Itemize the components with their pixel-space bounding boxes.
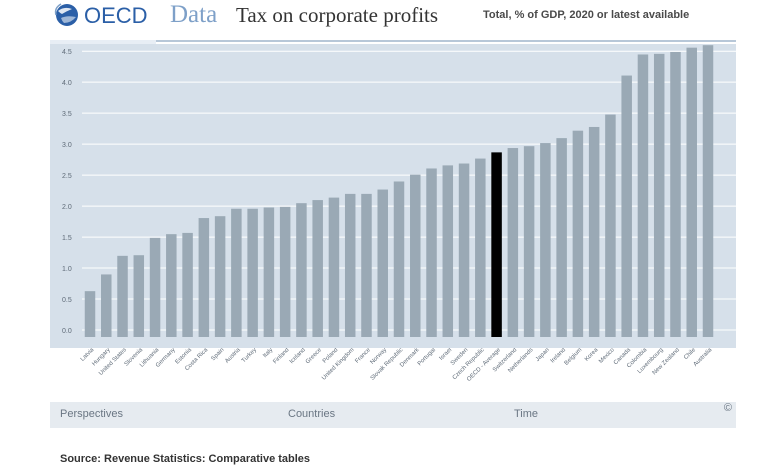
brand-name[interactable]: OECD <box>84 3 148 28</box>
header-tab-highlight <box>50 40 156 44</box>
page-subtitle: Total, % of GDP, 2020 or latest availabl… <box>483 9 690 21</box>
bar[interactable] <box>84 291 96 337</box>
y-tick-label: 4.0 <box>62 80 72 87</box>
x-tick-label: Greece <box>305 348 324 365</box>
bar[interactable] <box>344 193 356 337</box>
chart-panel: 0.0 0.5 1.0 1.5 2.0 2.5 3.0 3.5 4.0 4.5 <box>50 44 736 348</box>
bar[interactable] <box>101 274 112 337</box>
bar[interactable] <box>507 148 519 337</box>
bar[interactable] <box>458 163 470 337</box>
bar[interactable] <box>621 75 632 337</box>
bar[interactable] <box>653 53 665 337</box>
y-tick-label: 1.0 <box>62 266 72 273</box>
x-axis-label-area: Latvia Hungary United States Slovenia Lithua… <box>50 346 736 400</box>
x-tick-label: Finland <box>272 348 290 365</box>
bar[interactable] <box>361 193 372 337</box>
bar[interactable] <box>166 234 177 337</box>
page-title: Tax on corporate profits <box>236 3 439 27</box>
bar[interactable] <box>523 146 535 337</box>
bar[interactable] <box>426 168 437 337</box>
x-tick-label: United Kingdom <box>321 348 355 382</box>
x-tick-label: Italy <box>262 348 274 359</box>
y-tick-label: 0.5 <box>62 297 72 304</box>
source-note: Source: Revenue Statistics: Comparative … <box>60 453 311 465</box>
x-tick-label: Israel <box>439 348 454 362</box>
bar[interactable] <box>556 138 567 337</box>
header-divider <box>50 40 736 42</box>
bar-chart: 0.0 0.5 1.0 1.5 2.0 2.5 3.0 3.5 4.0 4.5 <box>62 45 736 338</box>
y-tick-label: 2.0 <box>62 204 72 211</box>
bar[interactable] <box>182 232 193 337</box>
bar[interactable] <box>572 130 584 337</box>
perspectives-tab[interactable]: Perspectives <box>60 408 123 420</box>
bar-oecd-average[interactable] <box>491 152 502 337</box>
y-tick-label: 4.5 <box>62 49 72 56</box>
bar[interactable] <box>588 126 600 337</box>
bar[interactable] <box>377 189 388 337</box>
bar[interactable] <box>247 208 258 337</box>
copyright-icon[interactable]: © <box>723 402 732 414</box>
header: OECD Data Tax on corporate profits Total… <box>0 0 780 34</box>
x-tick-label: Austria <box>224 348 242 365</box>
x-tick-label: Japan <box>535 348 551 363</box>
y-tick-label: 1.5 <box>62 235 72 242</box>
section-name[interactable]: Data <box>170 1 218 28</box>
bar[interactable] <box>296 203 307 337</box>
bar[interactable] <box>263 207 275 337</box>
x-tick-label: Chile <box>683 348 697 361</box>
y-tick-label: 3.0 <box>62 142 72 149</box>
bar[interactable] <box>198 218 210 337</box>
y-tick-label: 0.0 <box>62 328 72 335</box>
time-tab[interactable]: Time <box>514 408 539 420</box>
bar[interactable] <box>410 174 421 337</box>
bar[interactable] <box>117 255 128 337</box>
bar[interactable] <box>231 208 242 337</box>
bar[interactable] <box>637 54 649 337</box>
bar[interactable] <box>279 206 291 337</box>
countries-tab[interactable]: Countries <box>288 408 336 420</box>
bar[interactable] <box>133 255 145 337</box>
y-tick-label: 2.5 <box>62 173 72 180</box>
x-tick-label: Belgium <box>564 348 584 367</box>
x-tick-label: Turkey <box>241 348 258 364</box>
bar[interactable] <box>214 216 226 337</box>
footer-bar: Perspectives Countries Time © <box>50 402 736 428</box>
bar[interactable] <box>393 181 405 337</box>
bar[interactable] <box>328 197 340 337</box>
x-tick-label: Iceland <box>289 348 307 365</box>
oecd-globe-logo <box>54 3 78 26</box>
bar[interactable] <box>540 143 551 337</box>
bar[interactable] <box>686 47 697 337</box>
bar[interactable] <box>312 200 323 337</box>
bar[interactable] <box>605 114 616 338</box>
bar[interactable] <box>670 52 681 337</box>
bar[interactable] <box>442 165 454 337</box>
bar[interactable] <box>702 45 714 337</box>
bar[interactable] <box>149 237 161 337</box>
y-tick-label: 3.5 <box>62 111 72 118</box>
bar[interactable] <box>475 158 486 337</box>
